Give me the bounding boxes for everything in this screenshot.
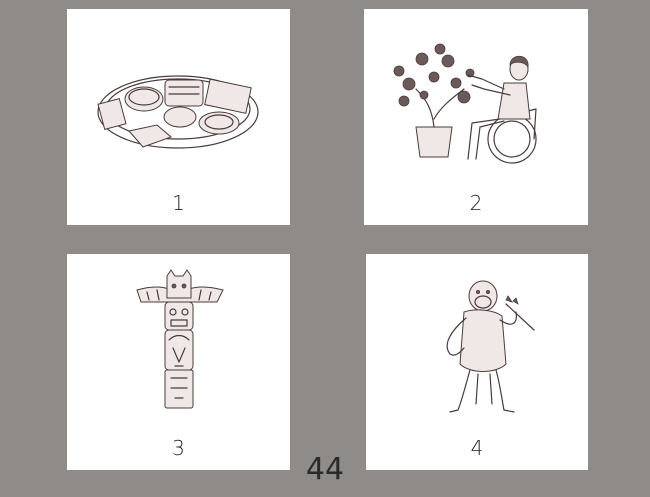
totem-pole-illustration [136,269,224,409]
card-totem-pole[interactable]: 3 [67,254,290,470]
wheelchair-bonsai-illustration [393,43,537,164]
chimpanzee-illustration [446,280,535,413]
plate-of-food-illustration [97,75,259,149]
card-wheelchair-bonsai[interactable]: 2 [364,9,588,225]
card-number: 2 [469,191,483,215]
card-number: 4 [470,436,484,460]
card-plate-of-food[interactable]: 1 [67,9,290,225]
page-number: 44 [305,452,345,487]
card-number: 1 [172,191,185,215]
card-chimpanzee[interactable]: 4 [366,254,588,470]
card-number: 3 [172,436,185,460]
